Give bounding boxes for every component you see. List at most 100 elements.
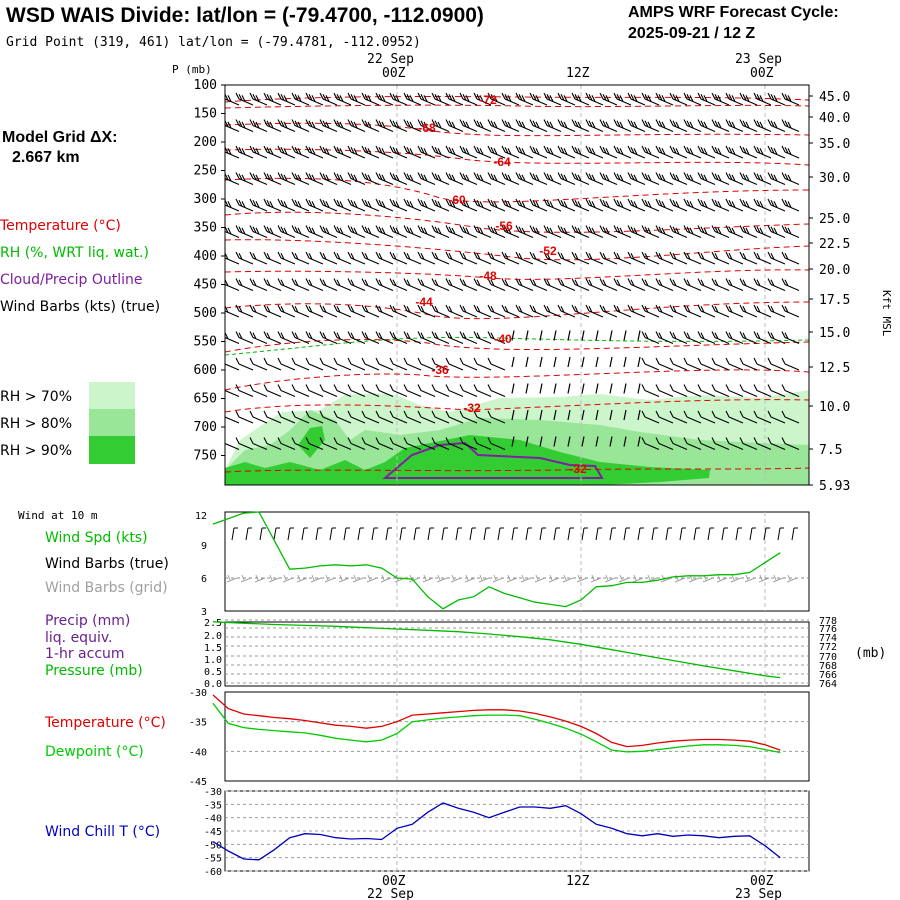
wind-tick-label: 6 bbox=[201, 574, 207, 585]
wind-barb bbox=[319, 172, 338, 186]
model-grid-value: 2.667 km bbox=[12, 149, 80, 166]
wind-barb bbox=[333, 119, 352, 133]
bottom-date-2: 23 Sep bbox=[735, 887, 782, 900]
bottom-date-1: 22 Sep bbox=[367, 887, 414, 900]
wind-barb bbox=[417, 119, 436, 133]
wind-barb bbox=[403, 278, 422, 292]
isotherm-line bbox=[225, 269, 809, 280]
wind-barb bbox=[557, 278, 576, 292]
rh90-label: RH > 90% bbox=[0, 443, 72, 459]
wind-barb bbox=[627, 198, 646, 212]
wind-barb bbox=[739, 225, 758, 239]
wind-barb bbox=[641, 278, 660, 292]
wind-barb bbox=[459, 304, 478, 318]
pressure-tick-label: 650 bbox=[194, 392, 217, 407]
wind-barb bbox=[487, 225, 506, 239]
wind-barb bbox=[319, 384, 338, 398]
wind-barb-10m bbox=[427, 527, 434, 541]
wind-barb bbox=[539, 356, 543, 368]
wind-barb bbox=[473, 251, 492, 265]
pressure-tick-label: 400 bbox=[194, 249, 217, 264]
wind-barb bbox=[445, 437, 464, 451]
wind-barb bbox=[277, 225, 296, 239]
wind-barb bbox=[431, 92, 450, 106]
wind-barb bbox=[501, 304, 520, 318]
wind-barb-10m bbox=[343, 527, 350, 541]
wind-barb bbox=[487, 384, 506, 398]
wind-barb bbox=[697, 251, 716, 265]
wind-barb bbox=[249, 92, 268, 106]
wind-barb bbox=[389, 119, 408, 133]
pressure-tick-label: 500 bbox=[194, 306, 217, 321]
wind-barb bbox=[305, 172, 324, 186]
wind-barb bbox=[403, 225, 422, 239]
wind-barb bbox=[609, 330, 613, 341]
wind-barb bbox=[711, 410, 730, 424]
temp-tick-label: -35 bbox=[189, 718, 207, 729]
wind-barb bbox=[249, 198, 268, 212]
isotherm-line bbox=[225, 148, 809, 166]
wind-barb bbox=[609, 409, 613, 421]
wind-barb bbox=[417, 357, 436, 371]
wind-barb-grid bbox=[674, 574, 686, 583]
wind-barb bbox=[753, 92, 772, 106]
wind-barb bbox=[529, 145, 548, 159]
wind-barb bbox=[291, 278, 310, 292]
wind-barb bbox=[511, 383, 515, 394]
top-time-00z-1: 00Z bbox=[382, 66, 406, 81]
wind-barbs-true-label: Wind Barbs (true) bbox=[45, 556, 169, 572]
wind-barb bbox=[539, 436, 543, 447]
wind-barb-grid bbox=[338, 574, 350, 583]
wind-barb bbox=[459, 251, 478, 265]
wind-barb bbox=[389, 198, 408, 212]
wind-barb bbox=[277, 251, 296, 265]
wind-barb bbox=[725, 278, 744, 292]
wind-barb bbox=[669, 92, 688, 106]
wind-barb bbox=[375, 278, 394, 292]
wind-barb bbox=[277, 198, 296, 212]
wind-barb bbox=[525, 356, 529, 368]
wind-barb bbox=[725, 437, 744, 451]
pressure-tick-label: 150 bbox=[194, 107, 217, 122]
wind-barb bbox=[557, 225, 576, 239]
wind-barb bbox=[291, 225, 310, 239]
wind-barb bbox=[697, 384, 716, 398]
wind-barb bbox=[767, 304, 786, 318]
wind-barb bbox=[319, 198, 338, 212]
wind-barb bbox=[539, 330, 543, 341]
wind-barb bbox=[515, 145, 534, 159]
wind-barb-10m bbox=[287, 527, 294, 541]
wind-barb bbox=[375, 357, 394, 371]
wind-barb bbox=[305, 384, 324, 398]
wind-barb-grid bbox=[240, 574, 252, 583]
wind-barb bbox=[725, 384, 744, 398]
wind-barb bbox=[557, 172, 576, 186]
wind-barb bbox=[781, 304, 800, 318]
wind-barb bbox=[445, 198, 464, 212]
wind-barb bbox=[595, 409, 599, 421]
wind-barb bbox=[683, 251, 702, 265]
height-tick-label: 15.0 bbox=[819, 326, 850, 341]
pressure-label: Pressure (mb) bbox=[45, 663, 143, 679]
wind-speed-label: Wind Spd (kts) bbox=[45, 530, 148, 546]
wind-barb bbox=[697, 92, 716, 106]
wind-barb bbox=[431, 437, 450, 451]
wind-barb bbox=[333, 384, 352, 398]
wind-barb bbox=[641, 172, 660, 186]
wind-barb bbox=[767, 198, 786, 212]
wind-barb bbox=[655, 92, 674, 106]
wind-barb bbox=[473, 410, 492, 424]
wind-barb bbox=[529, 198, 548, 212]
wind-barb bbox=[249, 331, 268, 345]
wind-barb-grid bbox=[730, 574, 742, 583]
wind-barb bbox=[571, 251, 590, 265]
wind-barb bbox=[543, 278, 562, 292]
height-tick-label: 45.0 bbox=[819, 90, 850, 105]
top-date-2: 23 Sep bbox=[735, 52, 782, 67]
wind-barb bbox=[263, 304, 282, 318]
temp-tick-label: -40 bbox=[189, 747, 207, 758]
rh-contour bbox=[225, 336, 809, 356]
page-title: WSD WAIS Divide: lat/lon = (-79.4700, -1… bbox=[6, 4, 484, 27]
wind-barb bbox=[347, 437, 366, 451]
wind-barb bbox=[515, 92, 534, 106]
